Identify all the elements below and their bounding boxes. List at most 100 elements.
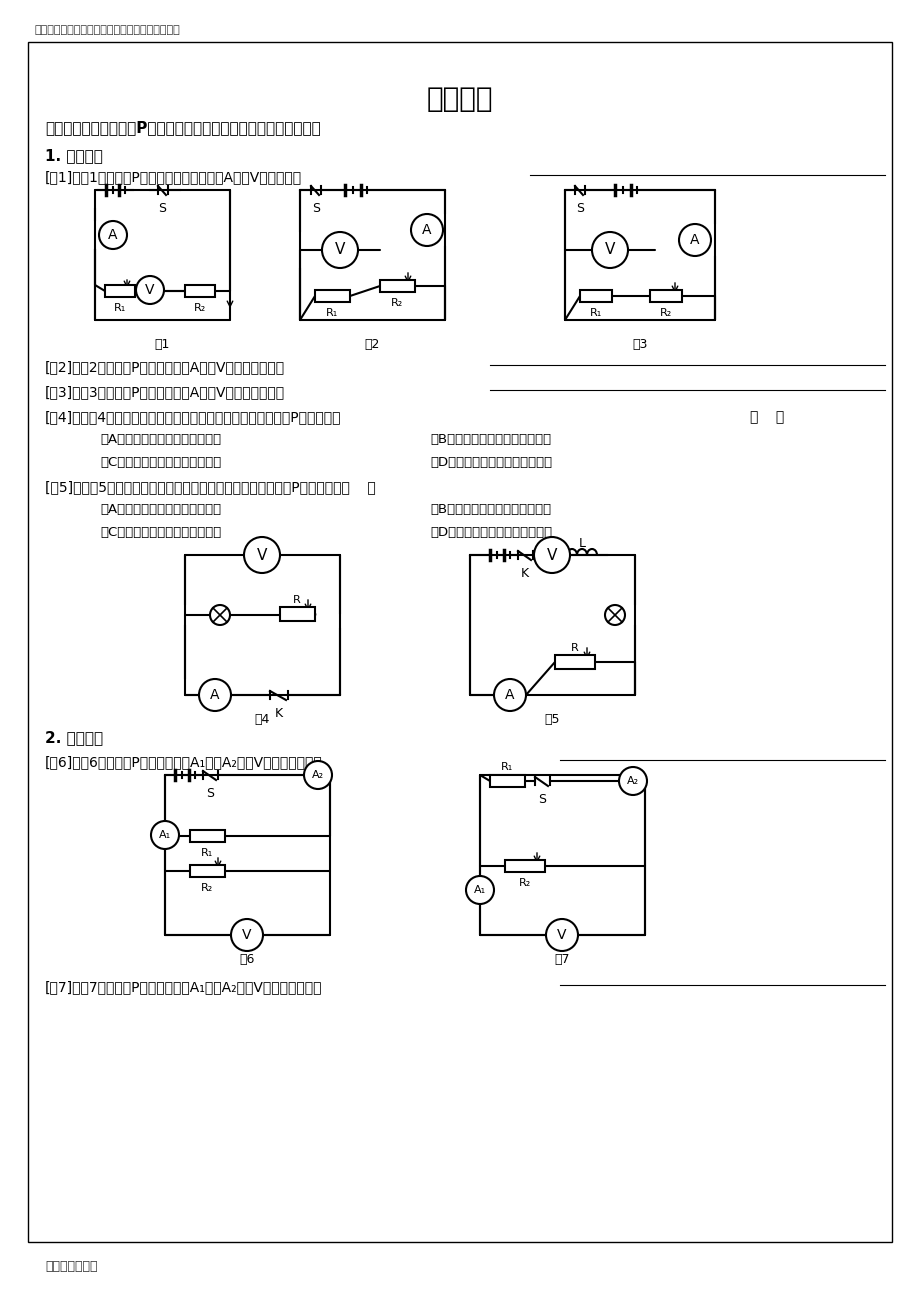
Text: A: A: [505, 687, 515, 702]
Text: R₂: R₂: [659, 309, 672, 318]
Text: S: S: [158, 202, 165, 215]
Text: A₂: A₂: [626, 776, 639, 786]
Text: A: A: [108, 228, 118, 242]
Text: V: V: [604, 242, 615, 258]
Circle shape: [99, 221, 127, 249]
Circle shape: [494, 680, 526, 711]
Text: K: K: [520, 566, 528, 579]
Text: [例5]在如图5所示电路中，当闭合电键后，滑动变阻器的滑动片P向右移动时（    ）: [例5]在如图5所示电路中，当闭合电键后，滑动变阻器的滑动片P向右移动时（ ）: [45, 480, 375, 493]
Text: R₁: R₁: [200, 848, 213, 858]
Text: （B）安培表示数变小，灯变亮。: （B）安培表示数变小，灯变亮。: [429, 434, 550, 447]
Text: V: V: [256, 548, 267, 562]
Circle shape: [618, 767, 646, 796]
Text: 图1: 图1: [154, 339, 169, 352]
Text: 1. 串联电路: 1. 串联电路: [45, 148, 103, 163]
Text: A₁: A₁: [473, 885, 485, 894]
Text: 图2: 图2: [364, 339, 380, 352]
Bar: [279, 607, 314, 621]
Text: [例2]如图2，当滑片P向左移动时，A表和V表将如何变化。: [例2]如图2，当滑片P向左移动时，A表和V表将如何变化。: [45, 359, 285, 374]
Text: A: A: [689, 233, 699, 247]
Text: R₂: R₂: [200, 883, 213, 893]
Bar: [185, 285, 215, 297]
Text: [例3]如图3，当滑片P向左移动时，A表和V表将如何变化。: [例3]如图3，当滑片P向左移动时，A表和V表将如何变化。: [45, 385, 285, 398]
Bar: [380, 280, 414, 292]
Text: 图3: 图3: [631, 339, 647, 352]
Text: V: V: [242, 928, 252, 943]
Text: P: P: [220, 868, 226, 878]
Text: 一、滑动变阻器的滑片P的位置的变化引起电路中电学物理量的变化: 一、滑动变阻器的滑片P的位置的变化引起电路中电学物理量的变化: [45, 120, 321, 135]
Circle shape: [411, 214, 443, 246]
Bar: [505, 861, 544, 872]
Text: 图7: 图7: [553, 953, 569, 966]
Text: R₁: R₁: [325, 309, 338, 318]
Text: L: L: [578, 536, 584, 549]
Text: [例1]如图1，当滑片P向左移动时，请你判断A表和V表的变化。: [例1]如图1，当滑片P向左移动时，请你判断A表和V表的变化。: [45, 171, 301, 184]
Circle shape: [533, 536, 570, 573]
Bar: [579, 290, 611, 302]
Text: 图6: 图6: [239, 953, 255, 966]
Text: K: K: [275, 707, 283, 720]
Text: A: A: [422, 223, 431, 237]
Circle shape: [151, 822, 179, 849]
Text: S: S: [312, 202, 320, 215]
Text: S: S: [575, 202, 584, 215]
Bar: [105, 285, 135, 297]
Text: R₂: R₂: [391, 298, 403, 309]
Circle shape: [591, 232, 628, 268]
Text: P: P: [310, 612, 316, 622]
Circle shape: [199, 680, 231, 711]
Text: [例4]在如图4所示电路中，当闭合电键后，滑动变阻器的滑动片P向右移动时: [例4]在如图4所示电路中，当闭合电键后，滑动变阻器的滑动片P向右移动时: [45, 410, 341, 424]
Text: （D）伏特表示数不变，灯变暗。: （D）伏特表示数不变，灯变暗。: [429, 456, 551, 469]
Text: （A）安培表示数变大，灯变暗。: （A）安培表示数变大，灯变暗。: [100, 434, 221, 447]
Circle shape: [678, 224, 710, 256]
Text: R₁: R₁: [589, 309, 601, 318]
Circle shape: [231, 919, 263, 950]
Bar: [190, 865, 225, 878]
Text: V: V: [335, 242, 345, 258]
Text: 2. 并联电路: 2. 并联电路: [45, 730, 103, 745]
Text: V: V: [557, 928, 566, 943]
Text: S: S: [538, 793, 545, 806]
Bar: [490, 775, 525, 786]
Text: 只供学习与交流: 只供学习与交流: [45, 1260, 97, 1273]
Text: R: R: [571, 643, 578, 654]
Circle shape: [136, 276, 164, 303]
Text: [例6]如图6，当滑片P向右移动时，A₁表、A₂表和V表将如何变化？: [例6]如图6，当滑片P向右移动时，A₁表、A₂表和V表将如何变化？: [45, 755, 323, 769]
Circle shape: [244, 536, 279, 573]
Circle shape: [303, 760, 332, 789]
Circle shape: [210, 605, 230, 625]
Text: （A）伏特表示数变大，灯变暗。: （A）伏特表示数变大，灯变暗。: [100, 503, 221, 516]
Text: R₂: R₂: [194, 303, 206, 312]
Text: A₂: A₂: [312, 769, 323, 780]
Text: 动态电路: 动态电路: [426, 85, 493, 113]
Text: P: P: [588, 660, 596, 671]
Text: P: P: [539, 863, 544, 874]
Circle shape: [545, 919, 577, 950]
Text: 图4: 图4: [254, 713, 269, 727]
Circle shape: [322, 232, 357, 268]
Text: （D）安培表示数不变，灯变暗。: （D）安培表示数不变，灯变暗。: [429, 526, 551, 539]
Bar: [650, 290, 681, 302]
Text: （C）安培表示数变小，灯变亮。: （C）安培表示数变小，灯变亮。: [100, 526, 221, 539]
Text: R₁: R₁: [500, 762, 513, 772]
Text: （C）伏特表示数不变，灯变亮。: （C）伏特表示数不变，灯变亮。: [100, 456, 221, 469]
Text: R: R: [293, 595, 301, 605]
Text: 此文档仅供收集于网络，如有侵权请联系网站删除: 此文档仅供收集于网络，如有侵权请联系网站删除: [35, 25, 180, 35]
Text: （B）伏特表示数变小，灯变亮。: （B）伏特表示数变小，灯变亮。: [429, 503, 550, 516]
Text: （    ）: （ ）: [749, 410, 783, 424]
Text: [例7]如图7，当滑片P向右移动时，A₁表、A₂表和V表将如何变化？: [例7]如图7，当滑片P向右移动时，A₁表、A₂表和V表将如何变化？: [45, 980, 323, 993]
Circle shape: [466, 876, 494, 904]
Text: S: S: [206, 786, 214, 799]
Circle shape: [605, 605, 624, 625]
Text: R₁: R₁: [114, 303, 126, 312]
Text: R₂: R₂: [518, 878, 530, 888]
Bar: [314, 290, 349, 302]
Text: V: V: [546, 548, 557, 562]
Text: V: V: [145, 283, 154, 297]
Bar: [190, 829, 225, 842]
Text: 图5: 图5: [544, 713, 559, 727]
Text: A₁: A₁: [159, 829, 171, 840]
Bar: [554, 655, 595, 669]
FancyBboxPatch shape: [28, 42, 891, 1242]
Text: A: A: [210, 687, 220, 702]
